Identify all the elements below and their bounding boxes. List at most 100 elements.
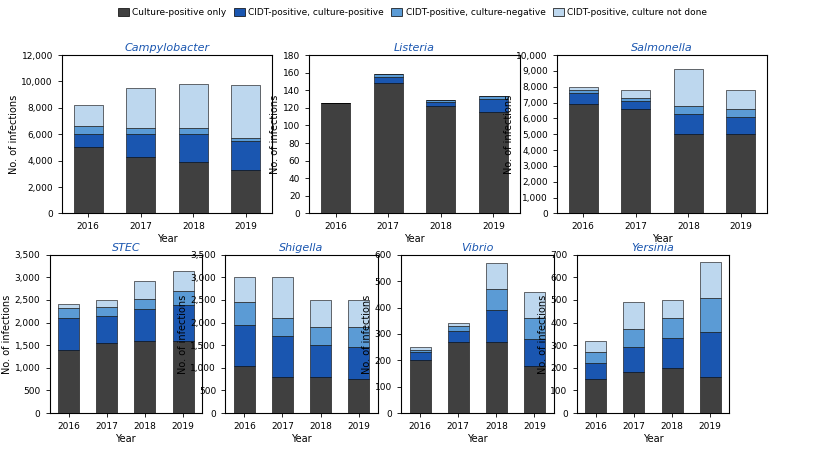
Bar: [310, 377, 331, 413]
Bar: [272, 377, 293, 413]
Bar: [134, 281, 155, 299]
Bar: [427, 100, 455, 102]
Bar: [448, 331, 469, 342]
Bar: [97, 300, 117, 307]
Bar: [621, 109, 650, 213]
Bar: [272, 318, 293, 336]
Bar: [73, 126, 102, 134]
Bar: [427, 102, 455, 106]
X-axis label: Year: Year: [467, 434, 488, 444]
Bar: [126, 128, 155, 134]
Bar: [624, 347, 644, 372]
Bar: [310, 300, 331, 327]
X-axis label: Year: Year: [643, 434, 663, 444]
Bar: [479, 95, 508, 99]
Bar: [624, 302, 644, 330]
Bar: [348, 327, 370, 347]
Bar: [448, 342, 469, 413]
Bar: [233, 325, 255, 365]
Bar: [321, 103, 350, 213]
Bar: [621, 98, 650, 101]
Bar: [409, 353, 431, 360]
Bar: [700, 262, 721, 298]
Bar: [97, 343, 117, 413]
Bar: [524, 292, 545, 318]
Bar: [674, 114, 703, 134]
Y-axis label: No. of infections: No. of infections: [2, 294, 12, 374]
Bar: [568, 104, 597, 213]
Bar: [409, 347, 431, 350]
Bar: [172, 341, 194, 413]
Bar: [700, 298, 721, 332]
Bar: [727, 109, 756, 117]
Bar: [134, 309, 155, 341]
Bar: [172, 291, 194, 304]
X-axis label: Year: Year: [404, 234, 425, 244]
Bar: [727, 90, 756, 109]
Bar: [73, 147, 102, 213]
Bar: [233, 365, 255, 413]
Bar: [448, 326, 469, 331]
X-axis label: Year: Year: [652, 234, 672, 244]
Bar: [179, 84, 208, 128]
Title: Campylobacter: Campylobacter: [125, 43, 210, 53]
Bar: [310, 345, 331, 377]
Bar: [348, 300, 370, 327]
Bar: [662, 338, 682, 368]
Bar: [568, 87, 597, 90]
Bar: [486, 342, 507, 413]
Y-axis label: No. of infections: No. of infections: [503, 95, 514, 174]
Bar: [348, 379, 370, 413]
Bar: [172, 304, 194, 341]
Bar: [486, 263, 507, 289]
Title: Salmonella: Salmonella: [631, 43, 693, 53]
Bar: [310, 327, 331, 345]
Bar: [374, 77, 403, 83]
Bar: [232, 85, 261, 138]
Bar: [524, 365, 545, 413]
Bar: [409, 350, 431, 353]
X-axis label: Year: Year: [157, 234, 177, 244]
Bar: [58, 350, 79, 413]
Bar: [479, 112, 508, 213]
Bar: [97, 307, 117, 316]
Bar: [524, 318, 545, 339]
Title: Shigella: Shigella: [280, 242, 323, 252]
Bar: [126, 134, 155, 157]
Bar: [179, 162, 208, 213]
Bar: [585, 341, 606, 352]
Bar: [374, 83, 403, 213]
Bar: [727, 134, 756, 213]
Bar: [662, 300, 682, 318]
Bar: [486, 310, 507, 342]
Bar: [73, 134, 102, 147]
Bar: [585, 364, 606, 379]
Bar: [448, 323, 469, 326]
Bar: [624, 330, 644, 347]
Bar: [700, 332, 721, 377]
Y-axis label: No. of infections: No. of infections: [8, 95, 19, 174]
Y-axis label: No. of infections: No. of infections: [177, 294, 187, 374]
Bar: [427, 106, 455, 213]
Bar: [585, 352, 606, 364]
Bar: [134, 341, 155, 413]
Bar: [58, 318, 79, 350]
Legend: Culture-positive only, CIDT-positive, culture-positive, CIDT-positive, culture-n: Culture-positive only, CIDT-positive, cu…: [114, 5, 711, 21]
Y-axis label: No. of infections: No. of infections: [538, 294, 548, 374]
Y-axis label: No. of infections: No. of infections: [271, 95, 281, 174]
Bar: [134, 299, 155, 309]
Bar: [348, 347, 370, 379]
Bar: [674, 106, 703, 114]
Bar: [172, 271, 194, 291]
Bar: [232, 141, 261, 170]
Y-axis label: No. of infections: No. of infections: [362, 294, 372, 374]
Bar: [58, 308, 79, 318]
Bar: [524, 339, 545, 365]
Bar: [126, 88, 155, 128]
Bar: [624, 372, 644, 413]
X-axis label: Year: Year: [116, 434, 136, 444]
Bar: [479, 99, 508, 112]
Bar: [374, 73, 403, 77]
Bar: [662, 318, 682, 338]
Bar: [674, 69, 703, 106]
